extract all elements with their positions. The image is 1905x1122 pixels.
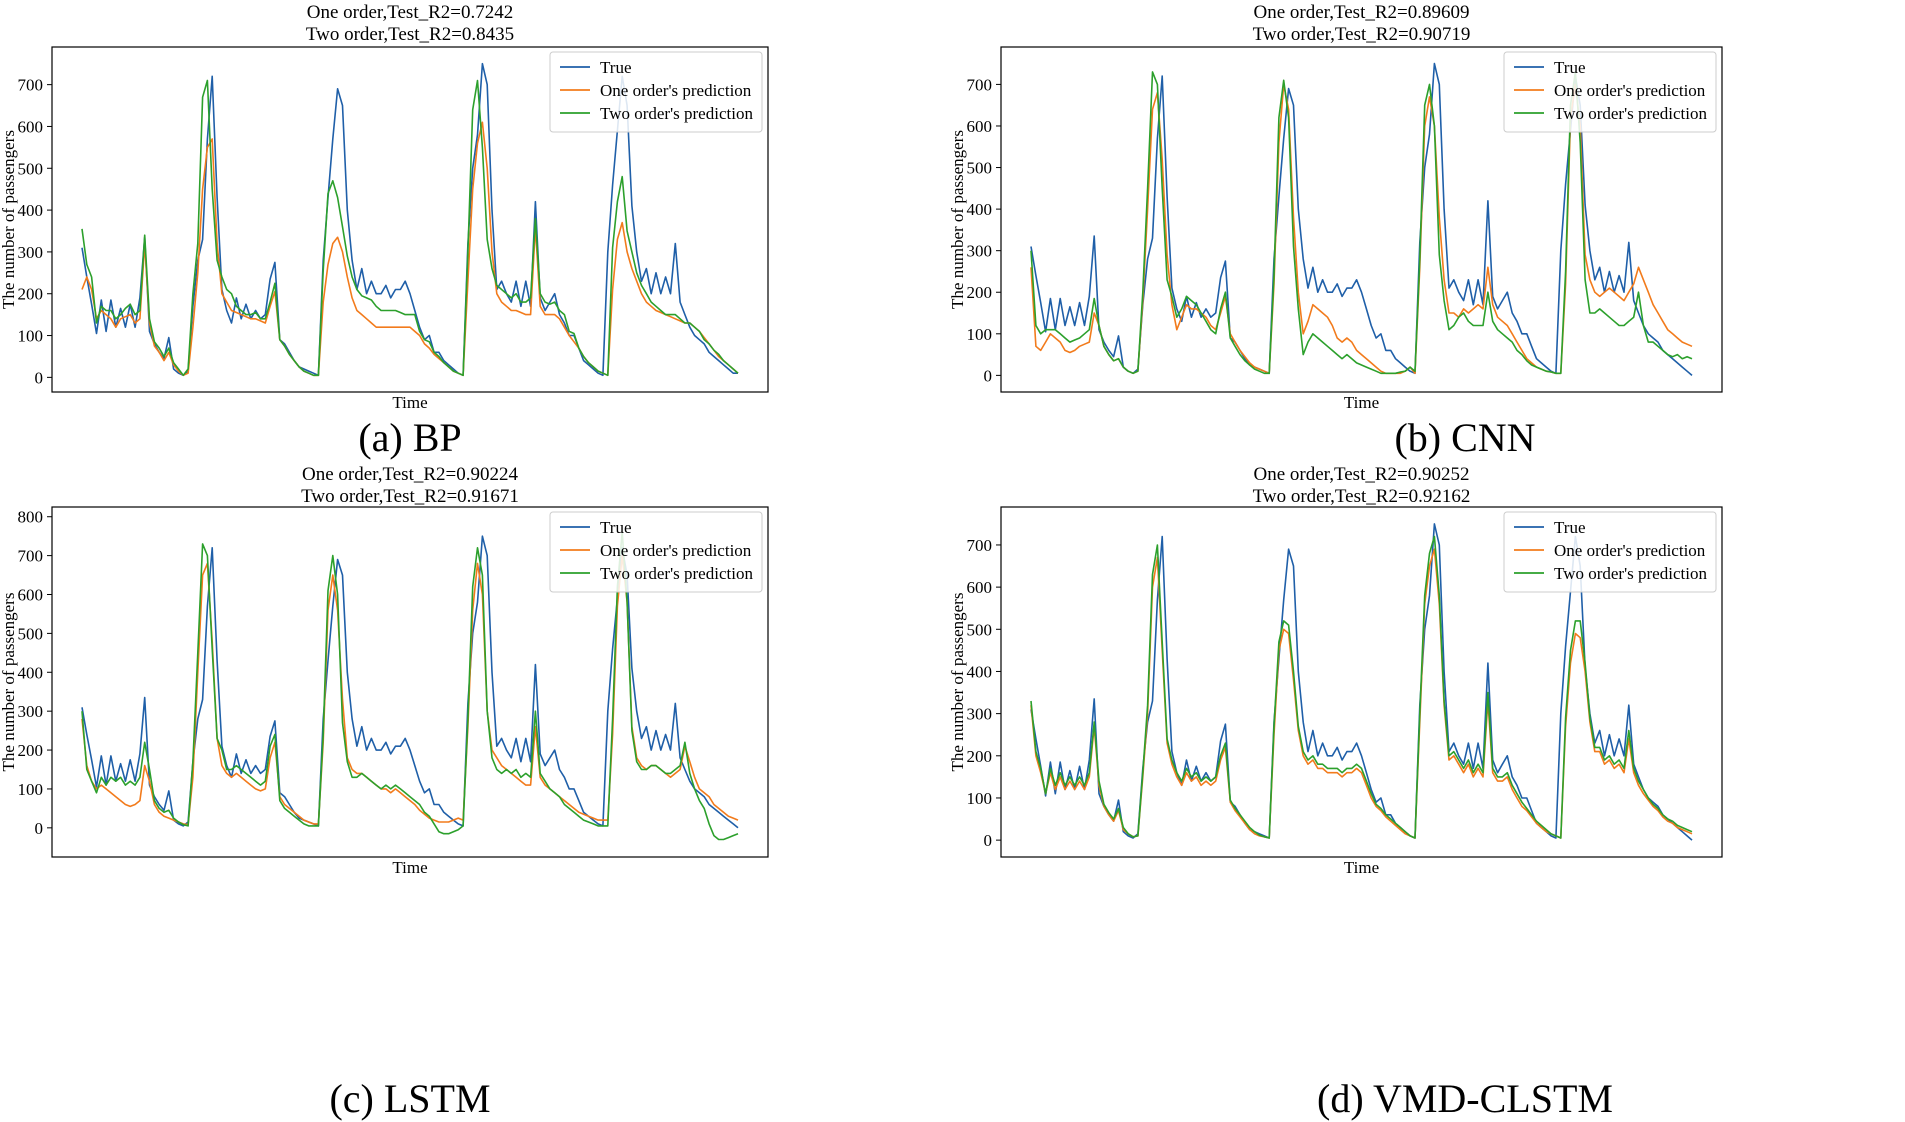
legend-label-one: One order's prediction: [1554, 81, 1706, 100]
y-tick-label: 800: [18, 508, 44, 527]
legend-label-one: One order's prediction: [1554, 541, 1706, 560]
legend-box: [549, 51, 763, 133]
y-tick-label: 700: [18, 76, 44, 95]
chart-panel-cnn: One order,Test_R2=0.89609 Two order,Test_…: [948, 0, 1905, 412]
y-tick-label: 600: [967, 578, 993, 597]
plot-frame: [51, 506, 769, 858]
chart-caption-lstm: (c) LSTM: [329, 1076, 491, 1121]
y-axis-label: The number of passengers: [948, 593, 967, 772]
legend-label-one: One order's prediction: [600, 541, 752, 560]
chart-panel-vmd-clstm: One order,Test_R2=0.90252 Two order,Test_…: [948, 464, 1905, 877]
y-tick-label: 100: [18, 327, 44, 346]
legend-box: [1503, 511, 1717, 593]
y-tick-label: 0: [35, 368, 44, 387]
y-tick-label: 400: [967, 200, 993, 219]
y-tick-label: 400: [967, 662, 993, 681]
chart-title-line: One order,Test_R2=0.7242: [307, 2, 514, 23]
y-tick-label: 100: [967, 789, 993, 808]
y-tick-label: 400: [18, 663, 44, 682]
y-tick-label: 500: [18, 624, 44, 643]
y-tick-label: 600: [967, 117, 993, 136]
y-axis-label: The number of passengers: [948, 130, 967, 309]
legend-label-true: True: [1554, 518, 1586, 537]
legend-label-one: One order's prediction: [600, 81, 752, 100]
legend-label-true: True: [600, 58, 632, 77]
y-tick-label: 300: [967, 242, 993, 261]
legend-label-true: True: [1554, 58, 1586, 77]
chart-title-line: Two order,Test_R2=0.90719: [1253, 24, 1471, 45]
y-tick-label: 700: [967, 75, 993, 94]
y-tick-label: 700: [18, 547, 44, 566]
y-tick-label: 0: [984, 831, 993, 850]
y-tick-label: 100: [967, 325, 993, 344]
y-tick-label: 200: [18, 285, 44, 304]
x-axis-label: Time: [1344, 858, 1379, 877]
series-line-one: [81, 121, 739, 377]
series-line-two: [1030, 535, 1693, 839]
chart-caption-bp: (a) BP: [358, 415, 462, 460]
series-line-two: [81, 531, 739, 841]
chart-title-line: Two order,Test_R2=0.92162: [1253, 486, 1471, 507]
y-tick-label: 500: [967, 159, 993, 178]
legend-box: [549, 511, 763, 593]
y-tick-label: 300: [18, 702, 44, 721]
chart-title-line: Two order,Test_R2=0.91671: [301, 486, 519, 507]
y-tick-label: 300: [967, 705, 993, 724]
y-tick-label: 0: [35, 819, 44, 838]
y-axis-label: The number of passengers: [0, 593, 18, 772]
chart-title-line: One order,Test_R2=0.89609: [1253, 2, 1469, 23]
chart-title-line: One order,Test_R2=0.90252: [1253, 464, 1469, 485]
y-tick-label: 500: [967, 620, 993, 639]
legend-label-true: True: [600, 518, 632, 537]
legend-label-two: Two order's prediction: [600, 104, 753, 123]
y-tick-label: 600: [18, 117, 44, 136]
y-tick-label: 200: [967, 283, 993, 302]
series-line-two: [1030, 71, 1693, 375]
x-axis-label: Time: [392, 393, 427, 412]
series-line-one: [1030, 548, 1693, 839]
x-axis-label: Time: [392, 858, 427, 877]
chart-caption-cnn: (b) CNN: [1394, 415, 1536, 460]
y-tick-label: 500: [18, 159, 44, 178]
legend-box: [1503, 51, 1717, 133]
y-axis-label: The number of passengers: [0, 130, 18, 309]
chart-panel-bp: One order,Test_R2=0.7242 Two order,Test_R…: [0, 0, 950, 412]
y-tick-label: 100: [18, 780, 44, 799]
chart-caption-vmd-clstm: (d) VMD-CLSTM: [1317, 1076, 1613, 1121]
y-tick-label: 700: [967, 536, 993, 555]
legend-label-two: Two order's prediction: [600, 564, 753, 583]
y-tick-label: 200: [967, 747, 993, 766]
y-tick-label: 400: [18, 201, 44, 220]
x-axis-label: Time: [1344, 393, 1379, 412]
plot-frame: [51, 46, 769, 393]
y-tick-label: 200: [18, 741, 44, 760]
plot-frame: [1000, 46, 1723, 393]
chart-title-line: One order,Test_R2=0.90224: [302, 464, 519, 485]
series-line-two: [81, 79, 739, 377]
chart-title-line: Two order,Test_R2=0.8435: [306, 24, 514, 45]
y-tick-label: 600: [18, 586, 44, 605]
series-line-one: [81, 554, 739, 826]
y-tick-label: 0: [984, 366, 993, 385]
chart-panel-lstm: One order,Test_R2=0.90224 Two order,Test_…: [0, 464, 950, 877]
legend-label-two: Two order's prediction: [1554, 564, 1707, 583]
plot-frame: [1000, 506, 1723, 858]
y-tick-label: 300: [18, 243, 44, 262]
legend-label-two: Two order's prediction: [1554, 104, 1707, 123]
